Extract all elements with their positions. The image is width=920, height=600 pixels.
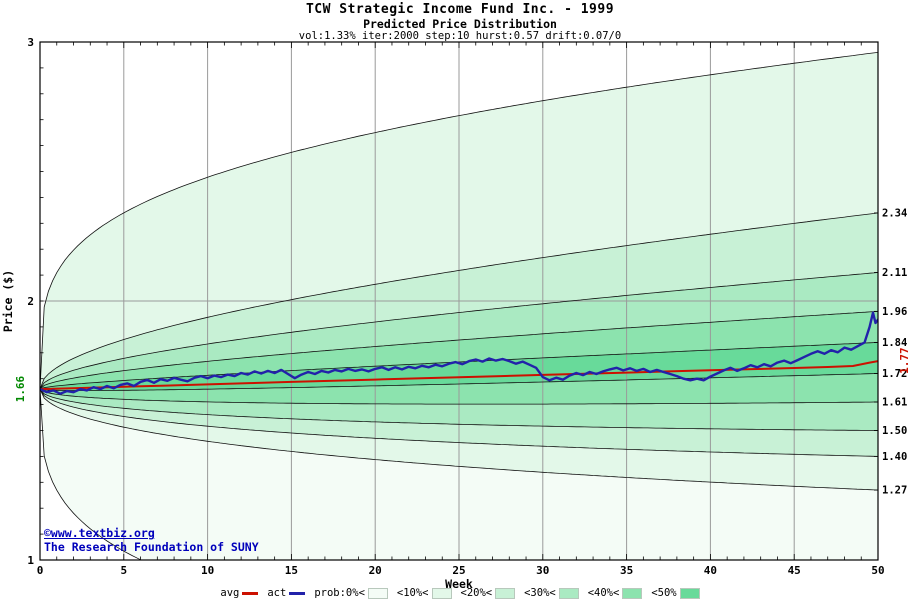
legend-item-30: <30%< (524, 587, 579, 599)
legend-label: <50% (651, 587, 677, 599)
x-tick-label: 20 (369, 564, 382, 577)
legend-line-sample (289, 591, 306, 595)
legend-item-avg: avg (220, 587, 259, 599)
legend-label: avg (220, 587, 240, 599)
band-boundary-max (40, 52, 878, 390)
band-end-label-p20: 1.50 (882, 425, 907, 437)
x-tick-label: 10 (201, 564, 214, 577)
avg-end-label: 1.77 (898, 347, 911, 374)
plot-layer (40, 42, 878, 560)
legend-label: <10%< (396, 587, 429, 599)
legend-color-swatch (431, 587, 452, 599)
legend-item-prob0: prob:0%< (314, 587, 388, 599)
y-axis-label: Price ($) (1, 270, 15, 332)
legend-line-sample (242, 591, 259, 595)
legend-item-50: <50% (651, 587, 700, 599)
x-tick-label: 40 (704, 564, 717, 577)
fan-band-p10 (40, 389, 878, 491)
legend-color-swatch (558, 587, 579, 599)
legend-label: act (267, 587, 287, 599)
band-end-label-p40: 1.72 (882, 368, 907, 380)
band-end-label-p80: 2.11 (882, 267, 907, 279)
y-tick-label: 2 (27, 295, 34, 308)
act-line (40, 311, 878, 395)
x-tick-label: 35 (620, 564, 633, 577)
website-link[interactable]: ©www.textbiz.org (44, 526, 155, 540)
band-boundary-p80 (40, 272, 878, 390)
band-boundary-p05 (40, 388, 878, 491)
band-boundary-p10 (40, 388, 878, 457)
legend-color-swatch (679, 587, 700, 599)
legend-label: <30%< (524, 587, 556, 599)
avg-line (40, 360, 878, 391)
band-end-label-p05: 1.27 (882, 485, 907, 497)
org-credit: The Research Foundation of SUNY (44, 540, 259, 554)
page-title: TCW Strategic Income Fund Inc. - 1999 (305, 2, 615, 17)
x-tick-label: 5 (120, 564, 127, 577)
x-tick-label: 30 (536, 564, 549, 577)
x-tick-label: 45 (788, 564, 801, 577)
y-tick-label: 1 (27, 554, 34, 567)
band-boundary-p30 (40, 388, 878, 405)
legend-color-swatch (495, 587, 516, 599)
legend-label: prob:0%< (314, 587, 365, 599)
legend-item-act: act (267, 587, 306, 599)
x-axis-label: Week (445, 577, 473, 591)
copyright-block: ©www.textbiz.org The Research Foundation… (44, 526, 259, 554)
x-tick-label: 50 (871, 564, 884, 577)
band-end-label-p10: 1.40 (882, 451, 907, 463)
legend-item-40: <40%< (588, 587, 643, 599)
x-tick-label: 0 (37, 564, 44, 577)
band-boundary-p90 (40, 212, 878, 390)
x-tick-label: 15 (285, 564, 298, 577)
legend-label: <20%< (460, 587, 493, 599)
band-end-label-p90: 2.34 (882, 207, 907, 219)
legend-item-20: <20%< (461, 587, 516, 599)
chart-subtitle: Predicted Price Distribution (363, 17, 557, 31)
legend-label: <40%< (587, 587, 620, 599)
band-boundary-p20 (40, 388, 878, 431)
fan-band-p20 (40, 389, 878, 457)
chart-legend: avg act prob:0%< <10%< <20%< <30%< <40%< <50% (0, 587, 920, 599)
legend-color-swatch (367, 587, 388, 599)
legend-color-swatch (622, 587, 643, 599)
band-boundary-p70 (40, 311, 878, 390)
y-tick-label-start-price: 1.66 (14, 375, 27, 402)
band-end-label-p60: 1.84 (882, 337, 907, 349)
y-tick-label: 3 (27, 36, 34, 49)
x-tick-label: 25 (452, 564, 465, 577)
band-boundary-p40 (40, 373, 878, 391)
band-end-label-p70: 1.96 (882, 306, 907, 318)
legend-item-10: <10%< (397, 587, 452, 599)
band-end-label-p30: 1.61 (882, 397, 907, 409)
simulation-params: vol:1.33% iter:2000 step:10 hurst:0.57 d… (298, 30, 622, 42)
